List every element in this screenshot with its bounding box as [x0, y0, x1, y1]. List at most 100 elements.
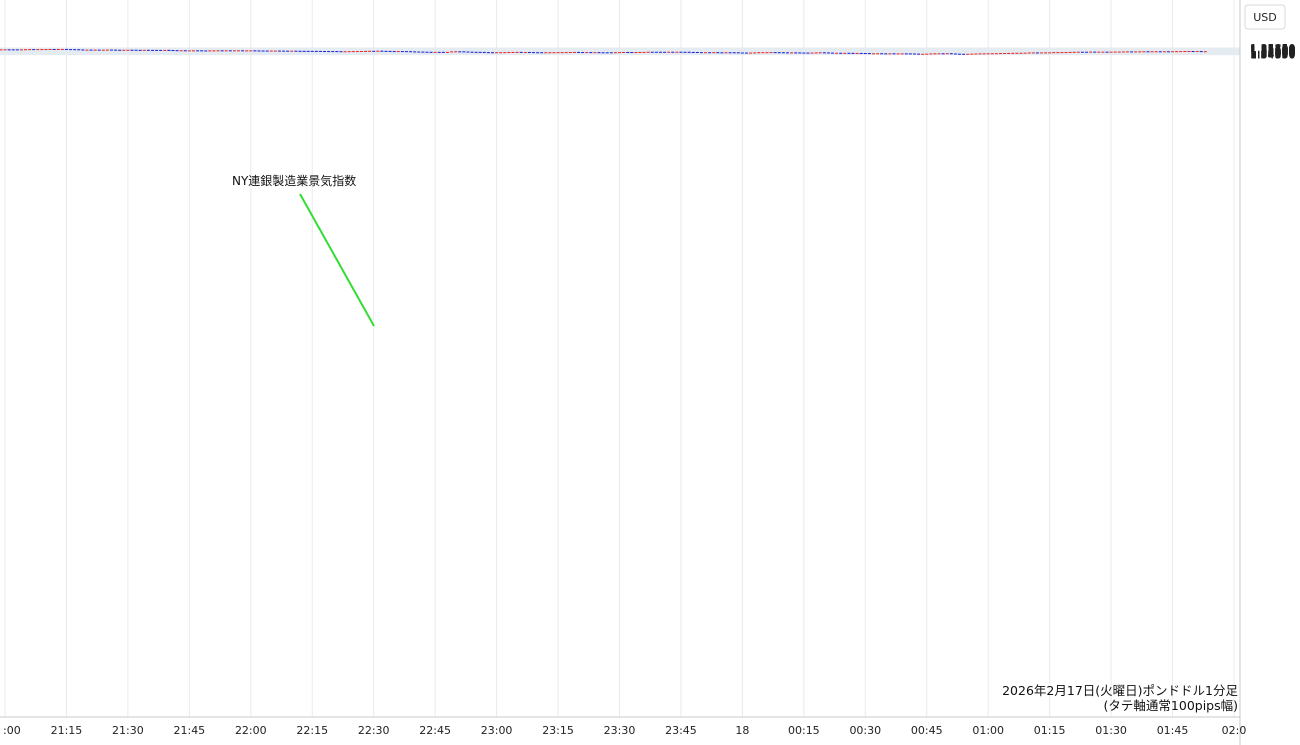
candle-body [433, 51, 437, 53]
candle-body [781, 52, 785, 54]
candle-body [908, 53, 912, 55]
candle-body [392, 51, 396, 53]
candle-body [785, 52, 789, 54]
y-tick-label: 1.35300 [1250, 46, 1296, 59]
candle-body [667, 51, 671, 53]
candle-body [859, 52, 863, 54]
candlestick-series [0, 48, 1207, 55]
candle-body [831, 52, 835, 54]
candle-body [138, 49, 142, 51]
candle-body [474, 51, 478, 53]
candle-body [36, 49, 40, 51]
candle-body [704, 52, 708, 54]
x-tick-label: 22:30 [358, 724, 390, 737]
candle-body [282, 50, 286, 52]
candle-body [921, 53, 925, 55]
candle-body [695, 52, 699, 54]
y-tick-label: 1.35550 [1250, 44, 1296, 57]
x-tick-label: 00:45 [911, 724, 943, 737]
y-tick-label: 1.35600 [1250, 44, 1296, 57]
candle-body [515, 51, 519, 53]
candle-body [155, 49, 159, 51]
candle-body [974, 53, 978, 55]
candle-body [998, 53, 1002, 55]
candle-body [548, 52, 552, 54]
candle-body [81, 49, 85, 51]
candle-body [97, 49, 101, 51]
candle-body [708, 52, 712, 54]
x-tick-label: 23:30 [604, 724, 636, 737]
candle-body [912, 53, 916, 55]
candle-body [871, 53, 875, 55]
candle-body [1162, 51, 1166, 53]
y-tick-label: 1.35850 [1250, 42, 1296, 55]
x-tick-label: 00:30 [849, 724, 881, 737]
candle-body [269, 50, 273, 52]
candle-body [118, 49, 122, 51]
y-tick-label: 1.35700 [1250, 43, 1296, 56]
candle-body [843, 52, 847, 54]
candle-body [298, 50, 302, 52]
x-tick-label: 01:15 [1034, 724, 1066, 737]
candle-body [388, 50, 392, 52]
candle-body [814, 52, 818, 54]
candle-body [491, 52, 495, 54]
candle-body [146, 49, 150, 51]
y-tick-label: 1.34950 [1250, 48, 1296, 61]
candle-body [880, 53, 884, 55]
candle-body [1011, 52, 1015, 54]
candle-body [339, 51, 343, 53]
candle-body [560, 52, 564, 54]
candle-body [925, 53, 929, 55]
candle-body [245, 50, 249, 52]
candle-body [851, 52, 855, 54]
candle-body [712, 52, 716, 54]
candle-body [241, 50, 245, 52]
candle-body [900, 53, 904, 55]
candle-body [962, 53, 966, 55]
y-tick-label: 1.35150 [1250, 47, 1296, 60]
candle-body [675, 51, 679, 53]
candle-body [224, 50, 228, 52]
candle-body [581, 52, 585, 54]
candle-body [64, 48, 68, 50]
candle-body [1199, 51, 1203, 53]
candle-body [568, 52, 572, 54]
candle-body [286, 50, 290, 52]
candle-body [740, 52, 744, 54]
x-tick-label: 21:30 [112, 724, 144, 737]
y-tick-label: 1.35500 [1250, 44, 1296, 57]
candle-body [429, 51, 433, 53]
candle-body [19, 49, 23, 51]
candle-body [351, 51, 355, 53]
candle-body [0, 49, 3, 51]
y-tick-label: 1.34900 [1250, 48, 1296, 61]
candle-body [1019, 52, 1023, 54]
candle-body [556, 52, 560, 54]
candle-body [376, 50, 380, 52]
candle-body [191, 50, 195, 52]
candle-body [273, 50, 277, 52]
candle-body [1179, 51, 1183, 53]
candle-body [327, 51, 331, 53]
candle-body [122, 49, 126, 51]
candle-body [1089, 51, 1093, 53]
candle-body [110, 49, 114, 51]
candle-body [941, 53, 945, 55]
candle-body [1134, 51, 1138, 53]
y-tick-label: 1.35400 [1250, 45, 1296, 58]
candle-body [1097, 51, 1101, 53]
candle-body [355, 51, 359, 53]
candle-body [359, 51, 363, 53]
y-tick-label: 1.35450 [1250, 45, 1296, 58]
candle-body [1158, 51, 1162, 53]
candle-body [904, 53, 908, 55]
candle-body [630, 52, 634, 54]
x-tick-label: 23:00 [481, 724, 513, 737]
y-tick-label: 1.35000 [1250, 48, 1296, 61]
candle-body [654, 51, 658, 53]
candle-body [77, 49, 81, 51]
candle-body [650, 51, 654, 53]
candle-body [1175, 51, 1179, 53]
candle-body [749, 52, 753, 54]
